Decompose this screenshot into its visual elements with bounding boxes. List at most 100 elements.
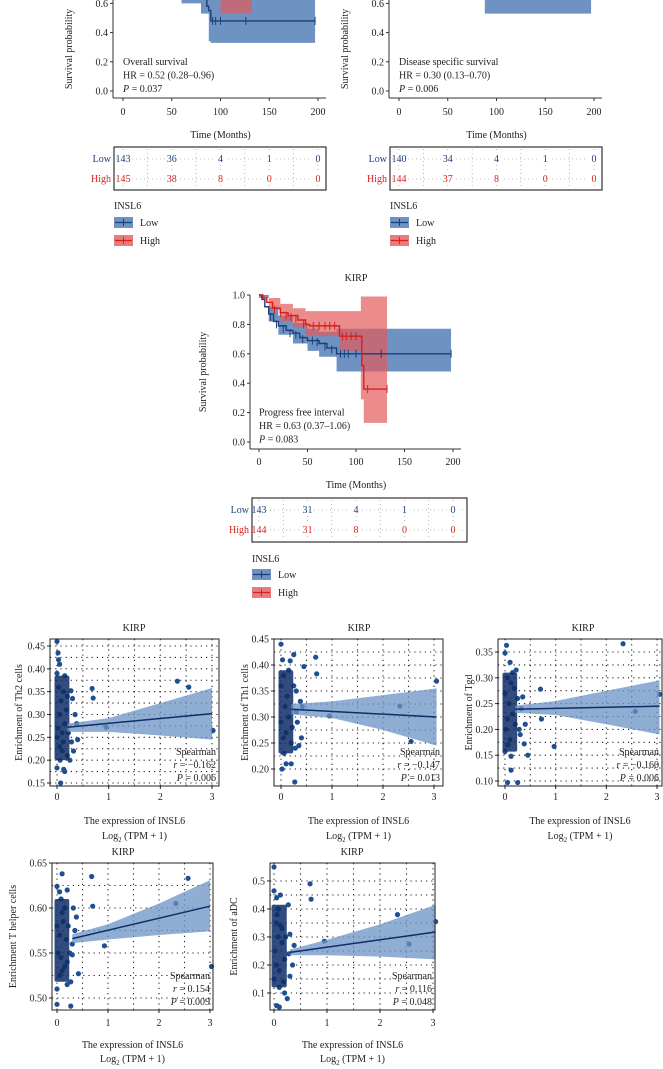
y-tick-label: 0.50 <box>30 994 48 1005</box>
x-tick-label: 2 <box>381 792 386 803</box>
data-point <box>59 871 65 877</box>
ci-band-high <box>259 295 388 423</box>
y-axis-label: Enrichment of Th2 cells <box>14 664 25 761</box>
spearman-stat: Spearman <box>400 747 440 758</box>
x-axis-unit: Log2 (TPM + 1) <box>100 1054 165 1067</box>
plot-frame <box>497 638 663 787</box>
data-point <box>292 745 298 751</box>
regression-line <box>515 705 660 711</box>
survival-curve-high <box>259 294 388 390</box>
p-value: = 0.037 <box>129 84 162 95</box>
x-tick-label: 200 <box>446 457 461 468</box>
data-point-cluster <box>271 904 287 988</box>
x-tick-label: 150 <box>397 457 412 468</box>
y-tick-label: 0.25 <box>28 733 46 744</box>
data-point <box>301 663 307 670</box>
risk-cell-bg <box>263 153 276 164</box>
data-point <box>54 1001 60 1007</box>
data-point <box>54 883 60 890</box>
data-point <box>72 711 78 718</box>
data-point-cluster <box>502 672 518 752</box>
risk-count: 8 <box>494 174 499 185</box>
risk-cell-bg <box>165 173 178 184</box>
risk-count: 38 <box>167 174 177 185</box>
risk-cell-bg <box>490 173 503 184</box>
risk-cell-bg <box>490 153 503 164</box>
stat-annotation: Overall survival <box>123 57 188 68</box>
risk-count: 0 <box>592 154 597 165</box>
risk-cell-bg <box>588 173 600 184</box>
stat-symbol: r <box>395 984 399 995</box>
data-point <box>54 765 60 771</box>
data-point <box>516 726 522 733</box>
data-point <box>291 942 297 949</box>
risk-count: 31 <box>303 505 313 516</box>
log-label: Log <box>320 1054 336 1065</box>
y-tick-label: 0.6 <box>96 0 109 10</box>
x-tick-label: 3 <box>432 792 437 803</box>
stat-symbol: P <box>170 997 177 1008</box>
y-tick-label: 0.4 <box>253 905 266 916</box>
data-point <box>551 743 557 750</box>
risk-cell-bg <box>214 173 227 184</box>
stat-symbol: P <box>400 773 407 784</box>
log-subscript: 2 <box>564 836 568 844</box>
plot-frame <box>49 638 220 787</box>
y-tick-label: 0.45 <box>28 642 46 653</box>
data-point <box>70 748 77 754</box>
data-point <box>313 654 319 660</box>
data-point <box>54 638 60 645</box>
spearman-stat: P = 0.048 <box>392 997 432 1008</box>
x-tick-label: 2 <box>604 792 609 803</box>
risk-count: 4 <box>354 505 359 516</box>
x-axis-unit: Log2 (TPM + 1) <box>548 831 613 844</box>
data-point <box>278 641 284 647</box>
y-axis-label: Enrichment of Th1 cells <box>240 664 251 761</box>
data-point <box>283 761 289 767</box>
confidence-band <box>291 688 437 746</box>
plot-area <box>259 294 452 423</box>
data-point <box>73 914 79 920</box>
y-tick-label: 0.30 <box>476 673 494 684</box>
data-point <box>517 731 523 738</box>
data-point <box>69 952 75 958</box>
y-tick-label: 0.30 <box>28 710 46 721</box>
chart-title: KIRP <box>123 623 146 634</box>
y-tick-label: 0.6 <box>233 349 246 360</box>
risk-count: 4 <box>494 154 499 165</box>
y-tick-label: 0.0 <box>96 87 109 98</box>
data-point <box>537 686 544 692</box>
chart-title: KIRP <box>112 847 135 858</box>
legend-label-high: High <box>278 588 298 599</box>
data-point <box>503 642 510 648</box>
stat-annotation: HR = 0.30 (0.13–0.70) <box>399 70 490 81</box>
y-tick-label: 0.20 <box>476 725 494 736</box>
scatter-chart-sc-th1: 0.20 0.25 0.30 0.35 0.40 0.45 0 1 2 3 KIRP The expr… <box>240 623 444 844</box>
confidence-band <box>289 904 436 960</box>
data-point <box>408 738 414 745</box>
data-point <box>308 896 314 902</box>
data-point <box>56 661 63 667</box>
data-point <box>288 761 294 767</box>
stat-symbol: P <box>619 773 626 784</box>
regression-line <box>289 931 436 954</box>
plot-frame <box>51 862 214 1011</box>
data-point <box>75 737 81 743</box>
x-axis-label: The expression of INSL6 <box>529 816 630 827</box>
risk-cell-bg <box>117 173 129 184</box>
risk-count: 0 <box>451 505 456 516</box>
y-tick-label: 0.4 <box>233 379 246 390</box>
risk-cell-bg <box>398 504 411 515</box>
risk-count: 8 <box>218 174 223 185</box>
regression-line <box>291 708 437 718</box>
x-tick-label: 50 <box>303 457 313 468</box>
x-tick-label: 0 <box>279 792 284 803</box>
x-tick-label: 1 <box>553 792 558 803</box>
risk-cell-bg <box>214 153 227 164</box>
data-point <box>502 650 508 656</box>
risk-cell-bg <box>393 173 405 184</box>
data-point <box>58 780 64 786</box>
risk-count: 0 <box>451 525 456 536</box>
scatter-chart-sc-tgd: 0.10 0.15 0.20 0.25 0.30 0.35 0 1 2 3 KIRP The expr… <box>464 623 663 844</box>
x-axis-label: The expression of INSL6 <box>82 1040 183 1051</box>
